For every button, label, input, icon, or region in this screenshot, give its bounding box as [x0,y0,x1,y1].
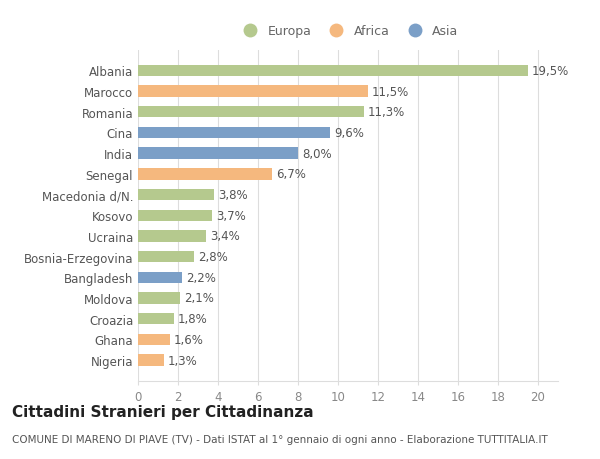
Bar [138,272,182,283]
Bar [138,128,330,139]
Bar [138,334,170,345]
Bar [138,231,206,242]
Bar [138,355,164,366]
Text: 3,7%: 3,7% [216,209,246,222]
Text: 8,0%: 8,0% [302,147,332,160]
Text: 1,6%: 1,6% [174,333,204,346]
Legend: Europa, Africa, Asia: Europa, Africa, Asia [233,20,464,43]
Text: 6,7%: 6,7% [276,168,306,181]
Text: 2,8%: 2,8% [198,251,228,263]
Text: 11,5%: 11,5% [372,85,409,98]
Bar [138,148,298,159]
Text: 2,2%: 2,2% [186,271,216,284]
Bar [138,210,212,221]
Text: 11,3%: 11,3% [368,106,405,119]
Bar [138,293,180,304]
Text: 3,8%: 3,8% [218,189,248,202]
Text: 3,4%: 3,4% [210,230,240,243]
Text: 1,8%: 1,8% [178,313,208,325]
Bar [138,86,368,97]
Text: COMUNE DI MARENO DI PIAVE (TV) - Dati ISTAT al 1° gennaio di ogni anno - Elabora: COMUNE DI MARENO DI PIAVE (TV) - Dati IS… [12,434,548,444]
Text: 19,5%: 19,5% [532,65,569,78]
Text: Cittadini Stranieri per Cittadinanza: Cittadini Stranieri per Cittadinanza [12,404,314,419]
Text: 9,6%: 9,6% [334,127,364,140]
Text: 1,3%: 1,3% [168,354,198,367]
Bar [138,169,272,180]
Bar [138,313,174,325]
Bar [138,252,194,263]
Text: 2,1%: 2,1% [184,292,214,305]
Bar [138,107,364,118]
Bar [138,190,214,201]
Bar [138,66,528,77]
